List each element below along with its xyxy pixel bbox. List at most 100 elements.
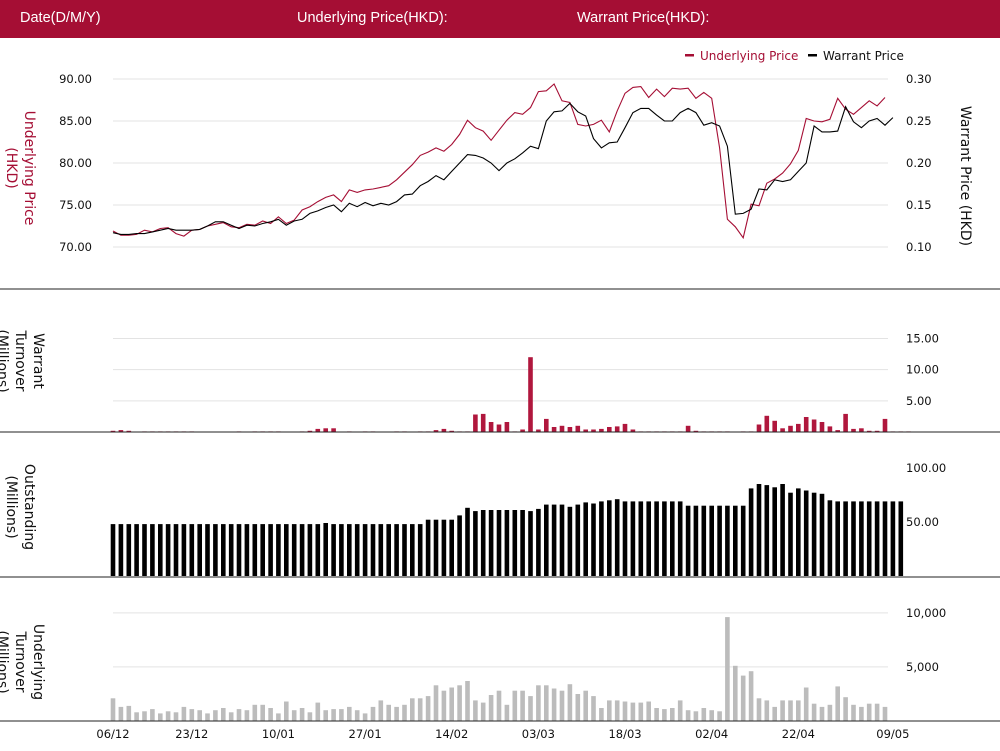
bar: [473, 414, 478, 432]
bar: [339, 524, 344, 576]
bar: [394, 706, 399, 721]
bar: [599, 501, 604, 576]
bar: [614, 700, 620, 721]
bar: [315, 702, 321, 721]
bar: [843, 501, 848, 576]
y-tick-label: 100.00: [906, 461, 946, 475]
y-left-tick-label: 75.00: [59, 198, 92, 212]
bar: [110, 524, 116, 576]
bar: [607, 500, 612, 576]
bar: [473, 511, 478, 576]
bar: [685, 425, 691, 432]
bar: [630, 702, 636, 721]
bar: [803, 490, 809, 576]
bar: [480, 702, 486, 721]
bar: [567, 506, 573, 576]
bar: [599, 428, 604, 432]
y-axis-title-line: Turnover: [12, 330, 28, 392]
bar: [622, 423, 628, 432]
outstanding-panel: 50.00 100.00 Outstanding(Millions): [3, 461, 946, 576]
bar: [866, 703, 872, 721]
y-left-tick-label: 85.00: [59, 114, 92, 128]
bar: [764, 485, 770, 576]
legend-underlying-label: Underlying Price: [700, 49, 798, 63]
bar: [394, 524, 399, 576]
bar: [670, 708, 675, 721]
bar: [630, 501, 636, 576]
bar: [252, 704, 258, 721]
bar: [213, 524, 218, 576]
bar: [725, 505, 730, 576]
bar: [788, 700, 793, 721]
bar: [370, 524, 376, 576]
y-right-axis-title-line: Warrant Price (HKD): [957, 106, 973, 246]
y-tick-label: 50.00: [906, 515, 939, 529]
bar: [150, 709, 155, 721]
bar: [496, 510, 502, 576]
bar: [693, 430, 699, 432]
bar: [299, 524, 305, 576]
bar: [433, 430, 439, 432]
bar: [165, 711, 171, 721]
bar: [512, 510, 518, 576]
bar: [331, 428, 336, 432]
bar: [205, 713, 210, 721]
bar: [354, 710, 360, 721]
x-tick-label: 27/01: [349, 727, 382, 741]
bar: [323, 428, 328, 432]
bar: [859, 706, 864, 721]
bar: [748, 488, 754, 576]
bar: [221, 708, 226, 721]
bar: [520, 690, 525, 721]
y-right-tick-label: 0.10: [906, 240, 932, 254]
bar: [284, 701, 289, 721]
bar: [260, 524, 265, 576]
bar: [567, 684, 573, 721]
bar: [866, 501, 872, 576]
underlying-turnover-panel: 5,000 10,000 UnderlyingTurnover(Millions) 0…: [0, 606, 946, 741]
bar: [654, 708, 659, 721]
bar: [764, 415, 770, 432]
warrant-chart: 70.00 75.00 80.00 85.00 90.00 0.10 0.15 0.20 0.2…: [0, 49, 1000, 741]
bar: [811, 419, 817, 432]
bar: [607, 427, 612, 432]
bar: [685, 505, 691, 576]
bar: [740, 675, 746, 721]
bar: [268, 708, 273, 721]
bar: [504, 510, 510, 576]
bar: [268, 524, 273, 576]
bar: [323, 523, 328, 576]
y-axis-title-line: (Millions): [0, 630, 10, 693]
y-axis-title-line: Outstanding: [21, 464, 37, 550]
x-tick-label: 14/02: [435, 727, 468, 741]
y-axis-title-line: Warrant: [30, 333, 46, 389]
bar: [591, 696, 596, 721]
bar: [410, 698, 415, 721]
bar: [378, 524, 384, 576]
bar: [323, 710, 328, 721]
y-axis-title-line: Underlying: [30, 624, 46, 700]
bar: [173, 712, 179, 721]
y-tick-label: 10.00: [906, 363, 939, 377]
y-axis-title: UnderlyingTurnover(Millions): [0, 624, 46, 700]
y-axis-title: Outstanding(Millions): [3, 464, 37, 550]
bar: [670, 501, 675, 576]
bar: [488, 422, 494, 432]
legend-underlying-swatch: [685, 54, 694, 57]
bar: [441, 690, 447, 721]
bar: [780, 700, 785, 721]
bar: [307, 524, 313, 576]
bar: [788, 425, 793, 432]
bar: [158, 524, 163, 576]
bar: [354, 524, 360, 576]
bar: [851, 704, 856, 721]
bar: [717, 711, 722, 721]
bar: [796, 423, 801, 432]
bar: [677, 700, 683, 721]
bar: [189, 709, 195, 721]
x-tick-label: 18/03: [608, 727, 641, 741]
bar: [725, 617, 730, 721]
bar: [583, 690, 588, 721]
bar: [457, 515, 462, 576]
bar: [740, 505, 746, 576]
